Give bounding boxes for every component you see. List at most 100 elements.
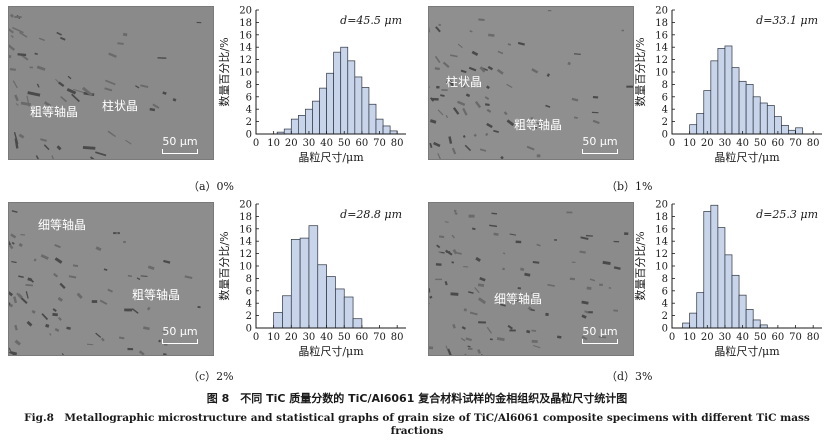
- histogram-bar: [361, 87, 370, 135]
- x-axis-label: 晶粒尺寸/μm: [714, 150, 780, 164]
- scale-label: 50 μm: [582, 325, 618, 338]
- y-tick-label: 2: [246, 117, 252, 128]
- histogram-bar: [795, 127, 803, 135]
- x-tick-label: 10: [683, 332, 696, 343]
- x-tick-label: 30: [303, 138, 316, 149]
- histogram-bar: [781, 124, 789, 135]
- y-tick-label: 18: [239, 212, 252, 223]
- histogram-bar: [689, 312, 698, 329]
- y-tick-label: 10: [655, 262, 668, 273]
- y-tick-label: 0: [246, 130, 252, 141]
- histogram-bar: [745, 309, 754, 329]
- y-tick-label: 8: [246, 80, 252, 91]
- x-axis-label: 晶粒尺寸/μm: [298, 344, 364, 358]
- caption-c: （c）2%: [188, 370, 234, 383]
- y-tick-label: 20: [239, 6, 252, 17]
- histogram-bar: [347, 60, 356, 135]
- x-tick-label: 0: [669, 138, 675, 149]
- histogram-bar: [282, 295, 292, 329]
- y-tick-label: 6: [662, 92, 668, 103]
- y-tick-label: 12: [239, 55, 252, 66]
- histogram-bar: [738, 80, 747, 135]
- histogram-bar: [317, 264, 327, 329]
- micrograph-texture: [429, 203, 633, 355]
- y-tick-label: 2: [246, 311, 252, 322]
- histogram-bar: [752, 319, 761, 329]
- y-tick-label: 8: [662, 274, 668, 285]
- y-tick-label: 16: [239, 30, 252, 41]
- x-tick-label: 70: [789, 332, 802, 343]
- histogram-bar: [745, 84, 754, 135]
- figure-caption-cn: 图 8 不同 TiC 质量分数的 TiC/Al6061 复合材料试样的金相组织及…: [206, 392, 628, 405]
- scale-bar: 50 μm: [162, 325, 198, 344]
- y-tick-label: 16: [655, 30, 668, 41]
- micro-label-coarse-equiaxed: 粗等轴晶: [514, 118, 563, 132]
- caption-a: （a）0%: [188, 180, 235, 193]
- y-axis-label: 数量百分比/%: [634, 37, 647, 106]
- x-tick-label: 40: [736, 332, 749, 343]
- histogram-bar: [305, 108, 313, 135]
- y-axis-label: 数量百分比/%: [218, 231, 231, 300]
- x-tick-label: 50: [754, 332, 767, 343]
- histogram-bar: [343, 296, 354, 329]
- y-tick-label: 18: [655, 18, 668, 29]
- histogram-bar: [319, 87, 327, 135]
- x-tick-label: 40: [320, 332, 333, 343]
- y-tick-label: 12: [239, 249, 252, 260]
- x-tick-label: 30: [719, 138, 732, 149]
- caption-b: （b）1%: [606, 180, 653, 193]
- y-tick-label: 6: [246, 286, 252, 297]
- caption-d: （d）3%: [606, 370, 653, 383]
- y-tick-label: 10: [239, 262, 252, 273]
- histogram-bar: [731, 274, 740, 329]
- histogram-bar: [788, 129, 796, 135]
- micrograph-a: [8, 6, 214, 160]
- x-tick-label: 20: [701, 138, 714, 149]
- y-tick-label: 4: [662, 105, 668, 116]
- histogram-bar: [752, 96, 761, 135]
- y-tick-label: 14: [655, 237, 668, 248]
- histogram-bar: [717, 227, 726, 329]
- histogram-bar: [354, 76, 363, 135]
- histogram-bar: [273, 312, 283, 329]
- x-tick-label: 10: [683, 138, 696, 149]
- histogram-bar: [717, 48, 726, 135]
- x-tick-label: 70: [373, 138, 386, 149]
- y-tick-label: 0: [246, 324, 252, 335]
- histogram-bar: [710, 60, 719, 135]
- scale-label: 50 μm: [582, 135, 618, 148]
- y-tick-label: 8: [246, 274, 252, 285]
- x-tick-label: 40: [736, 138, 749, 149]
- y-tick-label: 0: [662, 130, 668, 141]
- x-tick-label: 80: [807, 138, 820, 149]
- y-tick-label: 6: [662, 286, 668, 297]
- x-tick-label: 10: [267, 332, 280, 343]
- micro-label-fine-equiaxed: 细等轴晶: [494, 292, 543, 306]
- y-tick-label: 10: [655, 68, 668, 79]
- histogram-bar: [368, 103, 377, 135]
- x-axis-label: 晶粒尺寸/μm: [714, 344, 780, 358]
- histogram-bar: [312, 100, 320, 135]
- histogram-bar: [682, 322, 690, 329]
- histogram-bar: [290, 238, 301, 329]
- y-tick-label: 2: [662, 117, 668, 128]
- y-tick-label: 4: [662, 299, 668, 310]
- y-tick-label: 18: [655, 212, 668, 223]
- y-tick-label: 20: [655, 200, 668, 211]
- histogram-bar: [382, 125, 391, 135]
- histogram-bar: [308, 225, 319, 329]
- y-tick-label: 2: [662, 311, 668, 322]
- x-tick-label: 60: [356, 332, 369, 343]
- scale-label: 50 μm: [162, 135, 198, 148]
- histogram-bar: [731, 67, 740, 135]
- histogram-bar: [696, 292, 705, 329]
- micrograph-b: [428, 6, 634, 160]
- x-tick-label: 60: [356, 138, 369, 149]
- x-tick-label: 80: [391, 138, 404, 149]
- y-tick-label: 20: [655, 6, 668, 17]
- mean-size-annotation: d=25.3 μm: [756, 208, 818, 221]
- micro-label-fine-equiaxed: 细等轴晶: [38, 218, 87, 232]
- y-tick-label: 4: [246, 105, 252, 116]
